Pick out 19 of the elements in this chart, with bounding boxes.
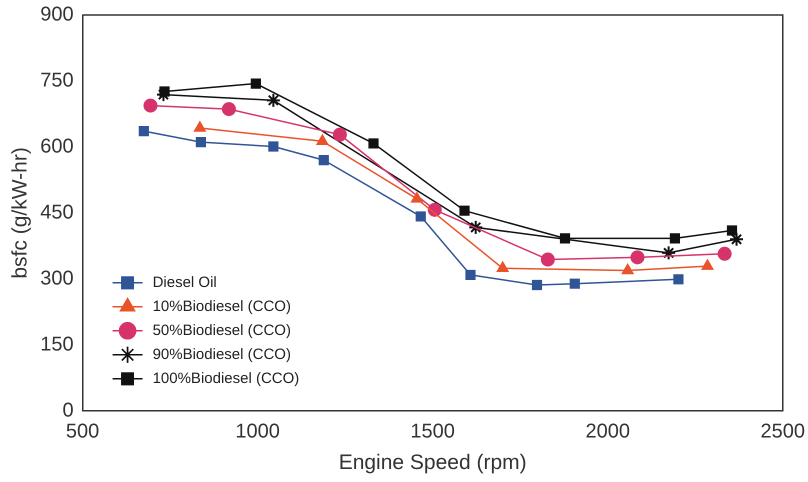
legend-label: Diesel Oil <box>152 274 217 291</box>
y-tick-label: 300 <box>40 267 74 290</box>
x-tick-label: 1500 <box>410 420 455 442</box>
y-tick-label: 0 <box>62 399 74 422</box>
legend-label: 10%Biodiesel (CCO) <box>152 298 291 315</box>
y-tick-label: 600 <box>40 135 74 158</box>
y-tick-label: 150 <box>40 333 74 356</box>
y-tick-label: 900 <box>40 4 74 26</box>
legend-label: 50%Biodiesel (CCO) <box>152 322 291 339</box>
x-tick-label: 2500 <box>760 420 806 442</box>
legend-label: 90%Biodiesel (CCO) <box>152 346 291 363</box>
x-tick-label: 500 <box>66 420 100 442</box>
y-tick-label: 750 <box>40 69 74 92</box>
y-axis-title: bsfc (g/kW-hr) <box>8 147 32 279</box>
x-tick-label: 1000 <box>235 420 280 442</box>
legend-label: 100%Biodiesel (CCO) <box>152 370 300 387</box>
x-axis-title: Engine Speed (rpm) <box>338 451 527 474</box>
y-tick-label: 450 <box>40 201 74 224</box>
x-tick-label: 2000 <box>585 420 630 442</box>
